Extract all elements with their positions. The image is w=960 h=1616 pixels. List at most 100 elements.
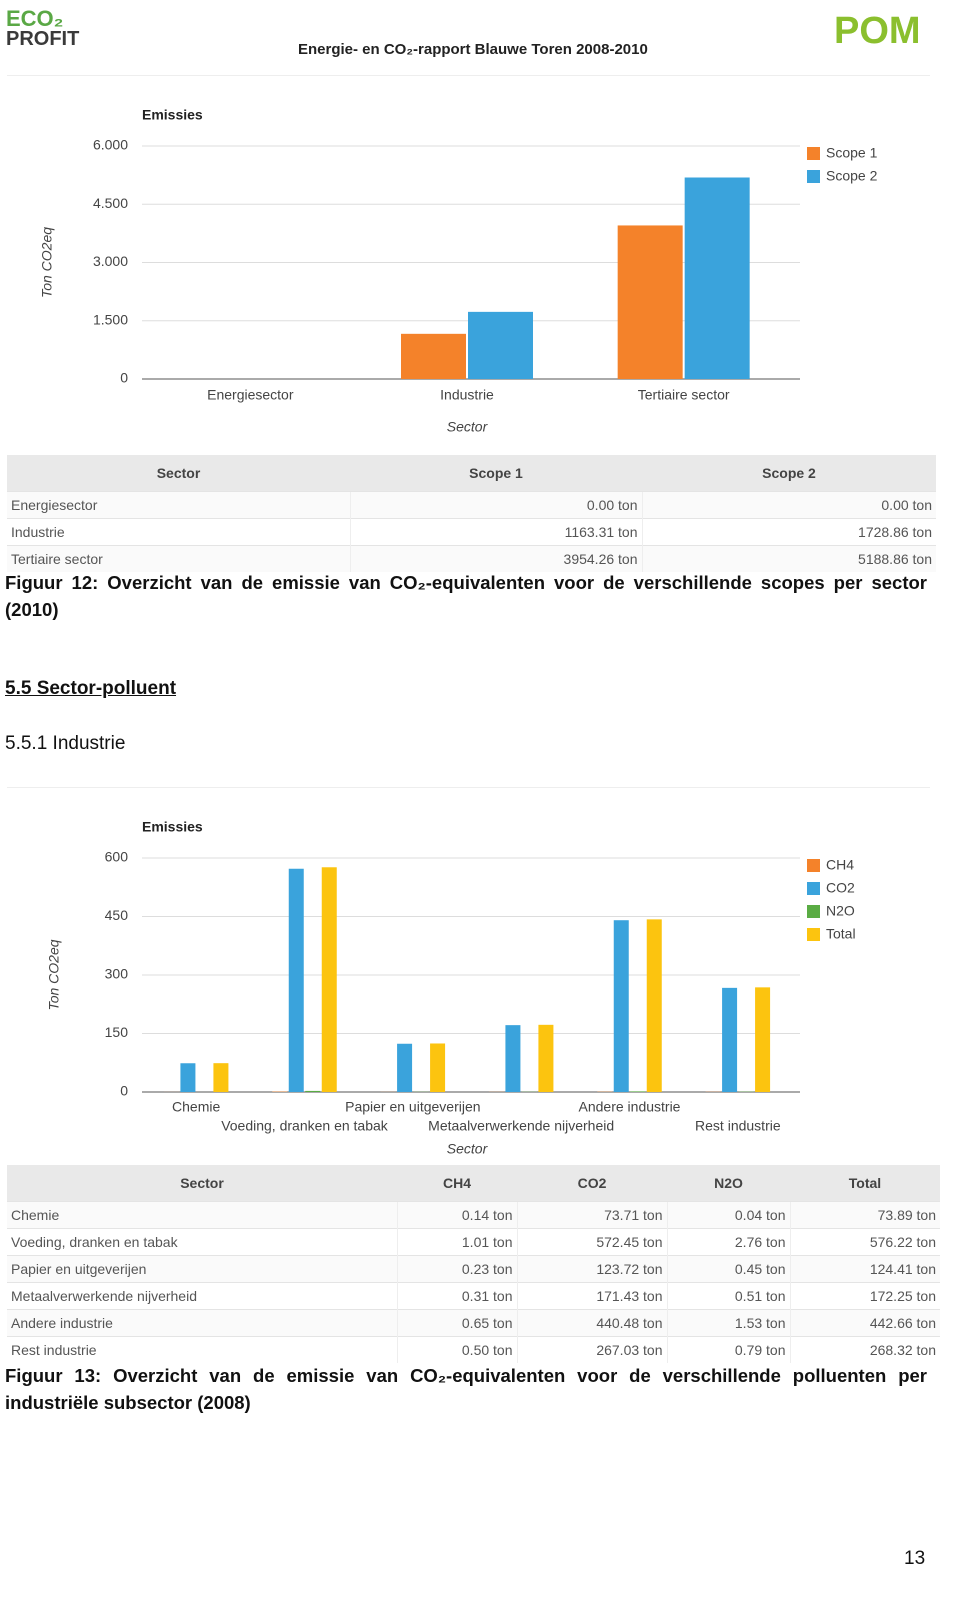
bar [630, 1091, 646, 1092]
y-tick-label: 300 [105, 966, 129, 982]
y-tick-label: 150 [105, 1024, 129, 1040]
y-tick-label: 450 [105, 907, 129, 923]
header-title: Energie- en CO₂-rapport Blauwe Toren 200… [298, 41, 648, 58]
x-tick-label: Tertiaire sector [638, 387, 730, 403]
legend-label: CO2 [826, 880, 855, 896]
bar [468, 311, 533, 379]
x-tick-label: Papier en uitgeverijen [345, 1099, 480, 1115]
bar [401, 333, 466, 379]
table-cell: 1163.31 ton [349, 518, 642, 546]
y-tick-label: 600 [105, 849, 129, 865]
bar [430, 1043, 446, 1092]
bar [505, 1025, 521, 1092]
column-header: CH4 [397, 1165, 517, 1202]
table-cell: 0.14 ton [396, 1201, 517, 1229]
legend-label: N2O [826, 903, 855, 919]
table-cell: 171.43 ton [516, 1282, 667, 1310]
table-cell: 0.51 ton [666, 1282, 790, 1310]
legend-swatch [807, 928, 820, 941]
chart: Emissies Ton CO2eq Sector 0 1.500 3.000 4.500 6… [7, 75, 930, 456]
bar [288, 868, 304, 1092]
table-cell: 576.22 ton [789, 1228, 940, 1256]
legend-swatch [807, 905, 820, 918]
table-cell: 268.32 ton [789, 1336, 940, 1363]
table-cell: 0.31 ton [396, 1282, 517, 1310]
legend-label: CH4 [826, 857, 854, 873]
column-header: N2O [667, 1165, 790, 1202]
table-cell: Voeding, dranken en tabak [7, 1228, 397, 1256]
bar [646, 919, 662, 1092]
table-cell: Metaalverwerkende nijverheid [7, 1282, 397, 1310]
x-tick-label: Andere industrie [579, 1099, 681, 1115]
bar [617, 225, 683, 379]
bar [538, 1024, 554, 1092]
chart-title: Emissies [142, 819, 203, 835]
legend-label: Total [826, 926, 856, 942]
x-tick-label: Rest industrie [695, 1118, 781, 1134]
bar [213, 1063, 229, 1092]
header-row: Sector CH4 CO2 N2O Total [7, 1165, 940, 1202]
bar [684, 177, 750, 379]
table-cell: 0.79 ton [666, 1336, 790, 1363]
column-header: Scope 2 [642, 455, 936, 492]
table-cell: 0.00 ton [641, 491, 936, 519]
table-cell: 73.89 ton [789, 1201, 940, 1229]
header-row: Sector Scope 1 Scope 2 [7, 455, 936, 492]
table-cell: 172.25 ton [789, 1282, 940, 1310]
data-table: Sector Scope 1 Scope 2 Energiesector 0.00 to… [7, 455, 936, 572]
y-tick-label: 6.000 [93, 137, 128, 153]
bar [722, 987, 738, 1092]
y-axis-label: Ton CO2eq [39, 227, 55, 298]
table-row: Industrie 1163.31 ton 1728.86 ton [7, 518, 936, 546]
x-axis-label: Sector [447, 419, 489, 435]
table-row: Voeding, dranken en tabak 1.01 ton 572.45 … [7, 1228, 940, 1256]
logo-text: ECO₂ [6, 6, 64, 31]
table-row: Tertiaire sector 3954.26 ton 5188.86 ton [7, 545, 936, 572]
table-cell: 5188.86 ton [641, 545, 936, 572]
table-cell: 73.71 ton [516, 1201, 667, 1229]
table-cell: 1.53 ton [666, 1309, 790, 1337]
logo-text: PROFIT [6, 28, 80, 50]
table-row: Metaalverwerkende nijverheid 0.31 ton 171.… [7, 1282, 940, 1310]
caption: Figuur 13: Overzicht van de emissie van … [5, 1365, 927, 1413]
legend-swatch [807, 147, 820, 160]
table-cell: 267.03 ton [516, 1336, 667, 1363]
table-cell: 442.66 ton [789, 1309, 940, 1337]
table-row: Andere industrie 0.65 ton 440.48 ton 1.53 t… [7, 1309, 940, 1337]
table-row: Energiesector 0.00 ton 0.00 ton [7, 491, 936, 519]
table-cell: 123.72 ton [516, 1255, 667, 1283]
bar [321, 867, 337, 1092]
chart: Emissies Ton CO2eq Sector 0 150 300 450 600 Chem… [7, 787, 930, 1166]
bar [397, 1043, 413, 1092]
table-cell: 0.45 ton [666, 1255, 790, 1283]
table-cell: 0.65 ton [396, 1309, 517, 1337]
table-cell: Rest industrie [7, 1336, 397, 1363]
x-tick-label: Industrie [440, 387, 494, 403]
table-cell: 0.04 ton [666, 1201, 790, 1229]
caption: Figuur 12: Overzicht van de emissie van … [5, 572, 927, 620]
legend-swatch [807, 859, 820, 872]
table-cell: 0.50 ton [396, 1336, 517, 1363]
column-header: Sector [7, 1165, 397, 1202]
table-cell: Industrie [7, 518, 350, 546]
chart-title: Emissies [142, 107, 203, 123]
table-cell: Papier en uitgeverijen [7, 1255, 397, 1283]
y-tick-label: 0 [120, 1083, 128, 1099]
table-cell: 2.76 ton [666, 1228, 790, 1256]
bar [755, 987, 771, 1092]
y-tick-label: 4.500 [93, 195, 128, 211]
column-header: CO2 [517, 1165, 667, 1202]
table-cell: Energiesector [7, 491, 350, 519]
section-heading: 5.5 Sector-polluent [5, 678, 177, 699]
legend-swatch [807, 882, 820, 895]
table-cell: Chemie [7, 1201, 397, 1229]
table-row: Papier en uitgeverijen 0.23 ton 123.72 ton… [7, 1255, 940, 1283]
logo-left: ECO₂ PROFIT [6, 8, 79, 50]
table-cell: 440.48 ton [516, 1309, 667, 1337]
data-table: Sector CH4 CO2 N2O Total Chemie 0.14 ton 73.71 … [7, 1165, 940, 1363]
table-cell: 1.01 ton [396, 1228, 517, 1256]
y-axis-label: Ton CO2eq [46, 939, 62, 1010]
column-header: Total [790, 1165, 940, 1202]
